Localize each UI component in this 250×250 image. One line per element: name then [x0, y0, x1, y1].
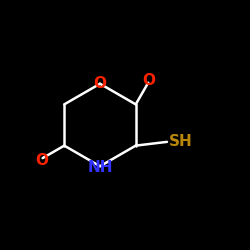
Text: O: O — [142, 73, 155, 88]
Text: SH: SH — [169, 134, 192, 149]
Text: NH: NH — [87, 160, 113, 175]
Text: O: O — [35, 152, 48, 168]
Text: O: O — [94, 76, 106, 90]
